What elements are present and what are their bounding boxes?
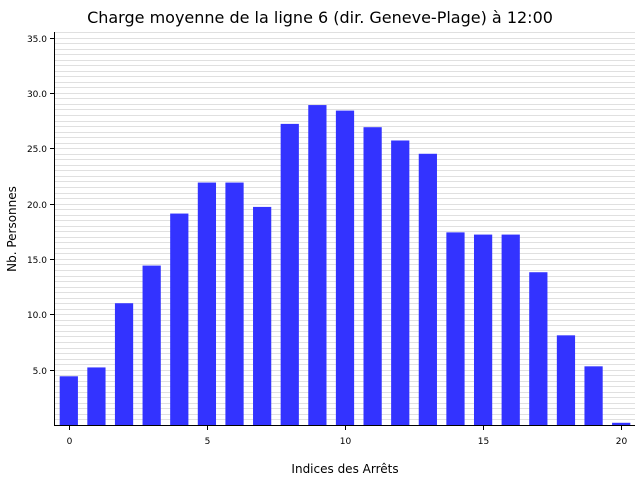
bar <box>335 110 355 425</box>
x-tick-label: 5 <box>205 437 211 447</box>
y-tick-label: 25.0 <box>27 145 47 155</box>
y-tick-label: 20.0 <box>27 201 47 211</box>
bar <box>446 232 465 425</box>
bar <box>473 234 493 425</box>
bar <box>114 303 134 425</box>
y-tick-label: 30.0 <box>27 90 47 100</box>
bar <box>170 213 189 425</box>
x-ticks: 0 5 10 15 20 <box>67 425 628 447</box>
bar <box>556 335 576 425</box>
bar <box>363 127 382 426</box>
x-tick-label: 15 <box>478 437 489 447</box>
bar <box>529 272 548 425</box>
bar <box>418 153 437 425</box>
bar <box>501 234 520 425</box>
bar <box>612 422 631 425</box>
bar <box>391 140 410 425</box>
y-axis-label: Nb. Personnes <box>5 186 19 272</box>
x-tick-label: 0 <box>67 437 73 447</box>
bar <box>197 182 217 425</box>
bars <box>59 105 631 426</box>
bar <box>142 265 161 425</box>
y-tick-label: 5.0 <box>33 367 48 377</box>
bar <box>308 105 327 425</box>
y-tick-label: 35.0 <box>27 35 47 45</box>
x-tick-label: 10 <box>340 437 352 447</box>
y-tick-label: 15.0 <box>27 256 47 266</box>
bar <box>253 206 272 425</box>
bar <box>280 123 299 425</box>
y-tick-label: 10.0 <box>27 311 47 321</box>
bar <box>225 182 244 425</box>
bar <box>59 376 78 425</box>
x-axis-label: Indices des Arrêts <box>291 462 398 476</box>
x-tick-label: 20 <box>616 437 628 447</box>
bar <box>87 367 106 425</box>
chart-title: Charge moyenne de la ligne 6 (dir. Genev… <box>87 8 553 27</box>
y-ticks: 5.0 10.0 15.0 20.0 25.0 30.0 35.0 <box>27 35 55 377</box>
bar <box>584 366 603 425</box>
